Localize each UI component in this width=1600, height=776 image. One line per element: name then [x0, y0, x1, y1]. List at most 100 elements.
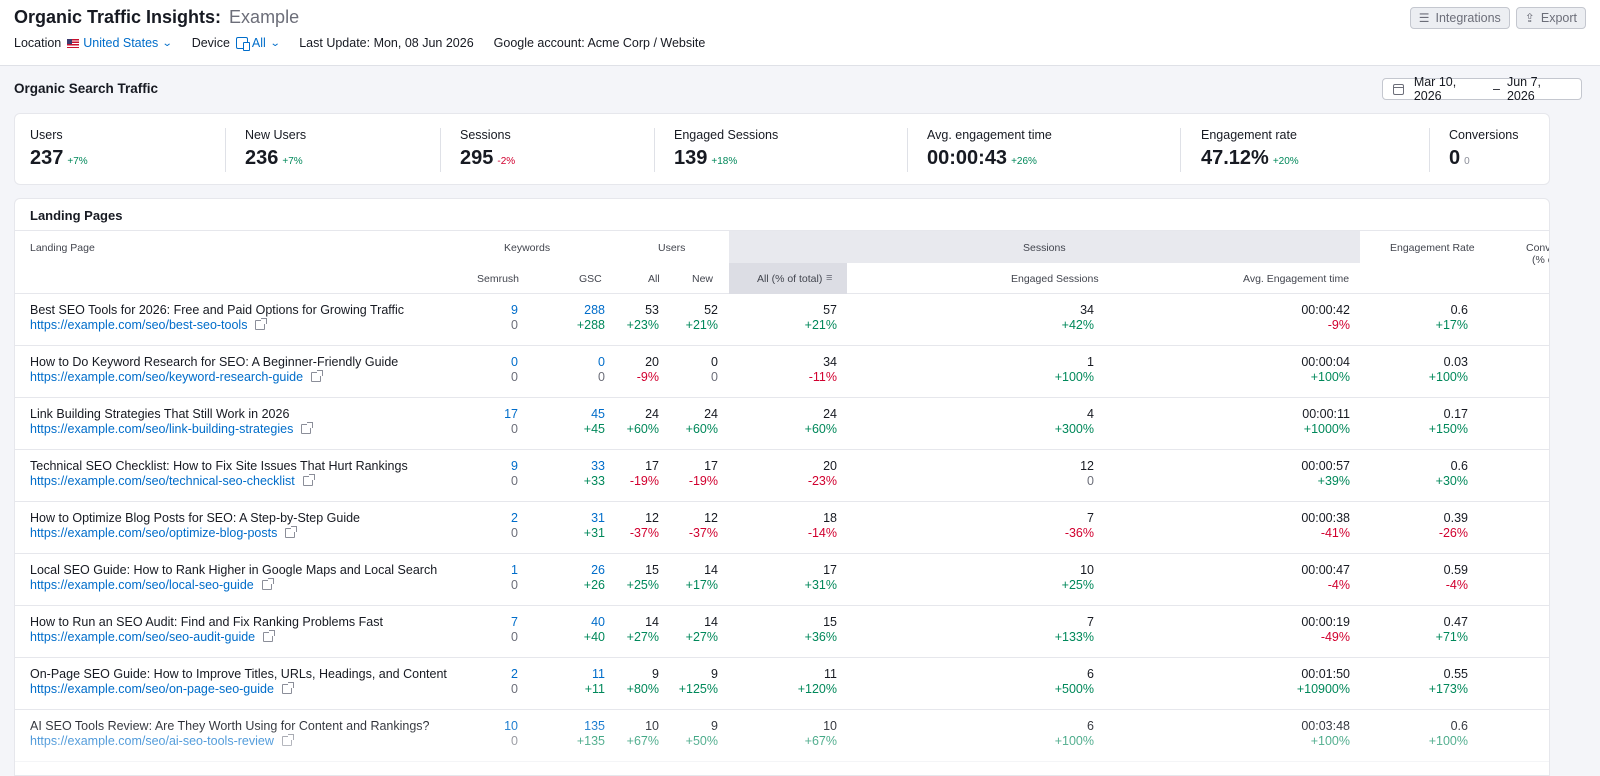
external-link-icon[interactable] — [301, 422, 314, 434]
google-account-text: Google account: Acme Corp / Website — [493, 36, 706, 50]
metric-value: 139 — [674, 147, 708, 169]
col-avg-engagement[interactable]: Avg. Engagement time — [1243, 273, 1350, 285]
table-row[interactable]: How to Run an SEO Audit: Find and Fix Ra… — [15, 606, 1549, 658]
landing-page-url-text[interactable]: https://example.com/seo/on-page-seo-guid… — [30, 682, 274, 696]
table-row[interactable]: Local SEO Guide: How to Rank Higher in G… — [15, 554, 1549, 606]
metric-divider — [907, 128, 908, 172]
col-sessions-all[interactable]: All (% of total) — [757, 273, 823, 285]
landing-page-url[interactable]: https://example.com/seo/optimize-blog-po… — [30, 526, 298, 541]
landing-page-title: How to Run an SEO Audit: Find and Fix Ra… — [30, 615, 383, 629]
users-all-cell-value: 15 — [645, 563, 659, 577]
sort-icon[interactable]: ≡ — [826, 272, 833, 284]
col-conversions[interactable]: Conve — [1526, 242, 1550, 254]
metric-delta: 0 — [1464, 156, 1470, 167]
external-link-icon[interactable] — [302, 474, 315, 486]
landing-pages-title: Landing Pages — [30, 208, 123, 223]
users-all-cell-delta: +23% — [626, 318, 659, 332]
export-button[interactable]: ⇪ Export — [1515, 7, 1586, 29]
location-value[interactable]: United States — [83, 36, 159, 50]
avg-engagement-cell-value: 00:01:50 — [1301, 667, 1350, 681]
device-filter[interactable]: Device All ⌄ — [191, 36, 281, 51]
landing-page-url-text[interactable]: https://example.com/seo/keyword-research… — [30, 370, 304, 384]
avg-engagement-cell-delta: -4% — [1327, 578, 1350, 592]
device-label: Device — [191, 36, 230, 50]
landing-page-title: Technical SEO Checklist: How to Fix Site… — [30, 459, 408, 473]
landing-page-url-text[interactable]: https://example.com/seo/link-building-st… — [30, 422, 294, 436]
external-link-icon[interactable] — [311, 370, 324, 382]
device-value[interactable]: All — [251, 36, 266, 50]
metric-divider — [225, 128, 226, 172]
users-all-cell-value: 12 — [645, 511, 659, 525]
landing-page-url[interactable]: https://example.com/seo/ai-seo-tools-rev… — [30, 734, 294, 749]
gsc-cell-delta: +135 — [576, 734, 605, 748]
landing-page-url-text[interactable]: https://example.com/seo/technical-seo-ch… — [30, 474, 295, 488]
users-new-cell-value: 9 — [711, 719, 718, 733]
external-link-icon[interactable] — [281, 734, 294, 746]
landing-page-url-text[interactable]: https://example.com/seo/seo-audit-guide — [30, 630, 256, 644]
landing-page-url[interactable]: https://example.com/seo/on-page-seo-guid… — [30, 682, 294, 697]
semrush-cell-delta: 0 — [511, 630, 518, 644]
landing-page-url[interactable]: https://example.com/seo/local-seo-guide — [30, 578, 274, 593]
table-row[interactable]: On-Page SEO Guide: How to Improve Titles… — [15, 658, 1549, 710]
table-row[interactable]: Link Building Strategies That Still Work… — [15, 398, 1549, 450]
table-row[interactable]: How to Optimize Blog Posts for SEO: A St… — [15, 502, 1549, 554]
last-update: Last Update: Mon, 08 Jun 2026 — [299, 36, 473, 50]
engagement-rate-cell-value: 0.03 — [1443, 355, 1468, 369]
chevron-down-icon[interactable]: ⌄ — [162, 37, 173, 49]
table-header: Landing Page Keywords Users Sessions Eng… — [15, 230, 1550, 294]
metric-divider — [1429, 128, 1430, 172]
external-link-icon[interactable] — [285, 526, 298, 538]
semrush-cell-value: 2 — [511, 511, 518, 525]
avg-engagement-cell-value: 00:00:04 — [1301, 355, 1350, 369]
col-users-all[interactable]: All — [648, 273, 660, 285]
landing-page-url[interactable]: https://example.com/seo/best-seo-tools — [30, 318, 268, 333]
external-link-icon[interactable] — [261, 578, 274, 590]
avg-engagement-cell-value: 00:00:11 — [1302, 407, 1350, 421]
engaged-sessions-cell-value: 10 — [1080, 563, 1094, 577]
table-row[interactable]: Best SEO Tools for 2026: Free and Paid O… — [15, 294, 1549, 346]
landing-page-url[interactable]: https://example.com/seo/keyword-research… — [30, 370, 324, 385]
table-row[interactable]: AI SEO Tools Review: Are They Worth Usin… — [15, 710, 1549, 762]
col-engaged-sessions[interactable]: Engaged Sessions — [1011, 273, 1099, 285]
location-label: Location — [14, 36, 62, 50]
gsc-cell-delta: +11 — [584, 682, 605, 696]
landing-page-url[interactable]: https://example.com/seo/seo-audit-guide — [30, 630, 276, 645]
col-users-new[interactable]: New — [692, 273, 714, 285]
chevron-down-icon[interactable]: ⌄ — [269, 37, 281, 49]
landing-page-url[interactable]: https://example.com/seo/technical-seo-ch… — [30, 474, 315, 489]
engaged-sessions-cell-delta: +42% — [1061, 318, 1094, 332]
landing-page-url[interactable]: https://example.com/seo/link-building-st… — [30, 422, 314, 437]
metric-value-row: 295 -2% — [460, 147, 515, 170]
gsc-cell-value: 31 — [591, 511, 605, 525]
external-link-icon[interactable] — [281, 682, 294, 694]
users-all-cell-value: 17 — [645, 459, 659, 473]
users-all-cell-delta: -9% — [636, 370, 659, 384]
project-name: Example — [229, 7, 300, 27]
metric-delta: +7% — [67, 156, 88, 167]
external-link-icon[interactable] — [255, 318, 268, 330]
table-row[interactable]: How to Do Keyword Research for SEO: A Be… — [15, 346, 1549, 398]
landing-page-url-text[interactable]: https://example.com/seo/ai-seo-tools-rev… — [30, 734, 274, 748]
col-engagement-rate[interactable]: Engagement Rate — [1390, 242, 1475, 254]
engagement-rate-cell-value: 0.6 — [1450, 459, 1468, 473]
sessions-cell-value: 20 — [823, 459, 837, 473]
metric-engaged-sessions: Engaged Sessions 139 +18% — [674, 128, 778, 170]
metric-label: Engaged Sessions — [674, 128, 779, 142]
col-gsc[interactable]: GSC — [579, 273, 602, 285]
col-semrush[interactable]: Semrush — [477, 273, 520, 285]
engagement-rate-cell-delta: +150% — [1428, 422, 1468, 436]
col-keywords: Keywords — [504, 242, 551, 254]
external-link-icon[interactable] — [263, 630, 276, 642]
users-new-cell-value: 0 — [711, 355, 718, 369]
date-range-picker[interactable]: Mar 10, 2026 – Jun 7, 2026 — [1382, 75, 1582, 103]
table-row[interactable]: Technical SEO Checklist: How to Fix Site… — [15, 450, 1549, 502]
users-new-cell-value: 17 — [704, 459, 718, 473]
integrations-button[interactable]: ☰ Integrations — [1409, 7, 1510, 29]
sessions-cell-value: 18 — [823, 511, 837, 525]
location-filter[interactable]: Location United States ⌄ — [14, 36, 173, 50]
landing-page-url-text[interactable]: https://example.com/seo/local-seo-guide — [30, 578, 254, 592]
semrush-cell-delta: 0 — [511, 526, 518, 540]
landing-page-url-text[interactable]: https://example.com/seo/optimize-blog-po… — [30, 526, 278, 540]
landing-page-url-text[interactable]: https://example.com/seo/best-seo-tools — [30, 318, 248, 332]
metric-delta: +20% — [1272, 156, 1299, 167]
